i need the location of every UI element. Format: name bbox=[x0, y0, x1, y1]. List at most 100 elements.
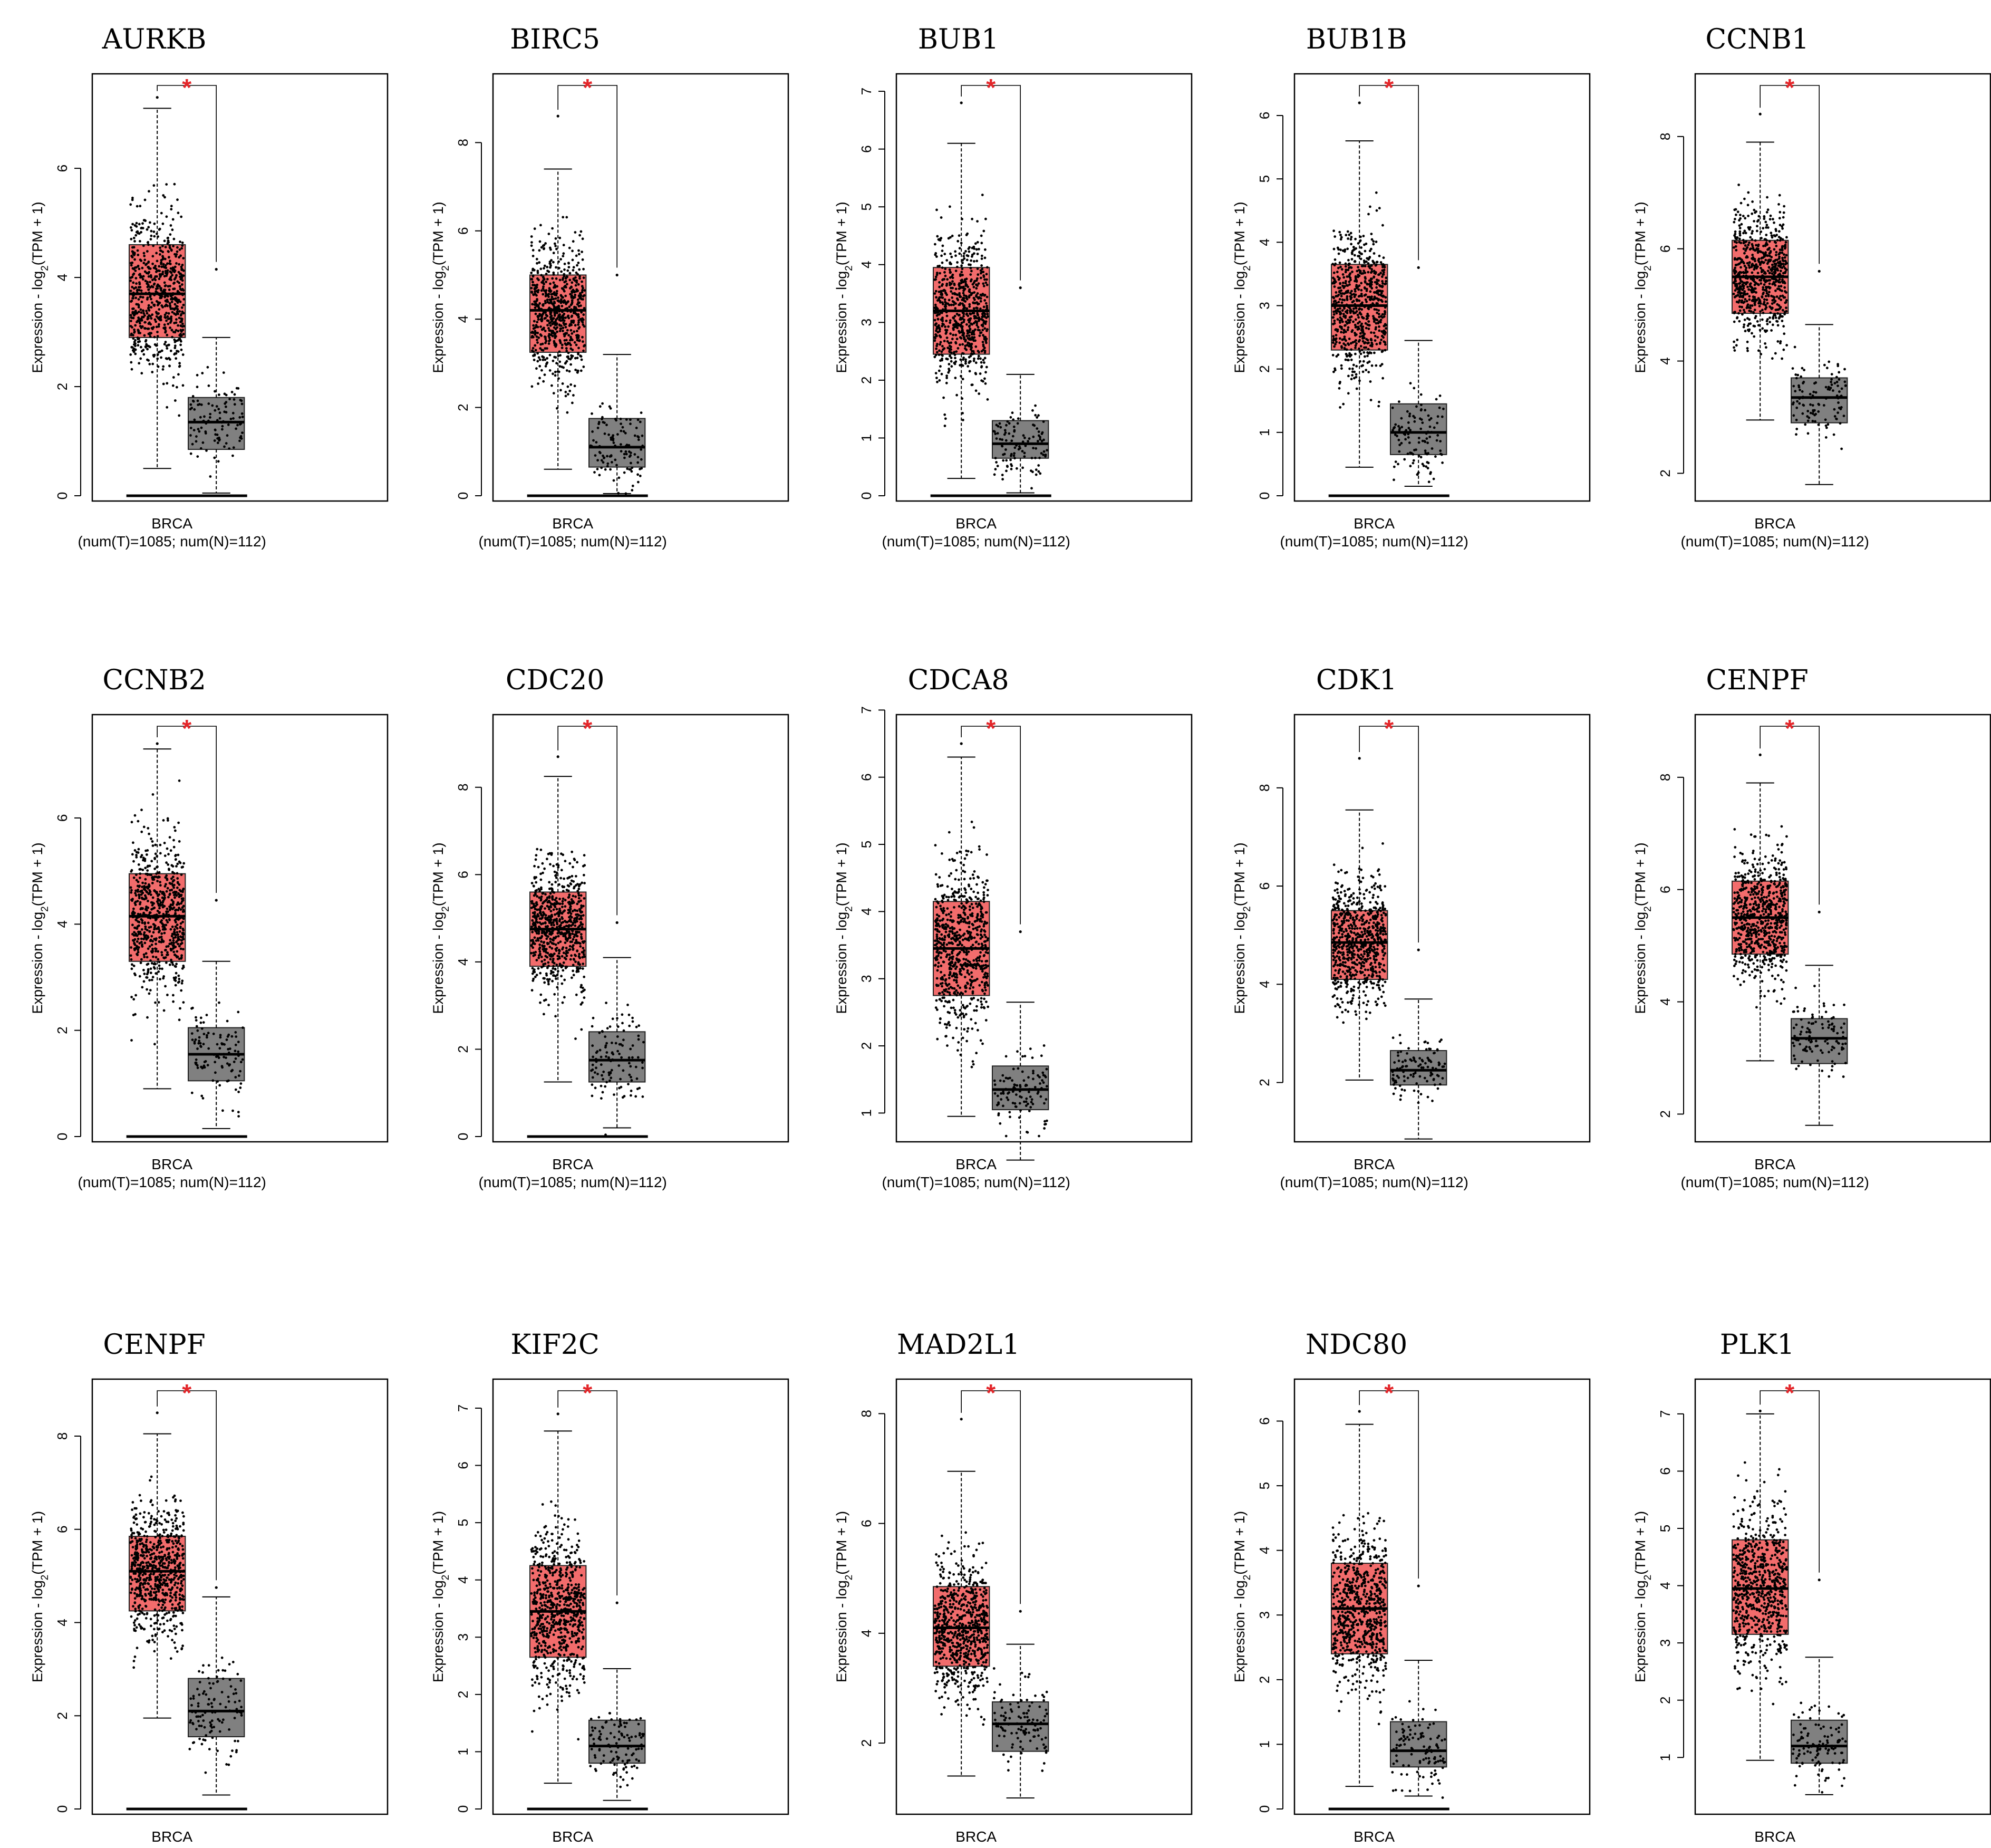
chart-title: NDC80 bbox=[1306, 1329, 1407, 1361]
box bbox=[1791, 1018, 1848, 1064]
data-points bbox=[129, 742, 186, 1046]
plot-frame bbox=[1694, 1378, 1991, 1815]
sample-size-label: (num(T)=1085; num(N)=112) bbox=[882, 1174, 1070, 1190]
normal-group bbox=[1791, 270, 1848, 485]
y-tick-label: 4 bbox=[858, 908, 874, 915]
y-tick-label: 5 bbox=[1257, 175, 1272, 182]
significance-star: * bbox=[583, 1379, 592, 1407]
data-points bbox=[1732, 112, 1789, 360]
normal-group bbox=[1791, 1578, 1848, 1795]
y-tick-label: 0 bbox=[54, 1805, 70, 1813]
significance-bracket bbox=[557, 1390, 617, 1596]
significance-bracket bbox=[1760, 85, 1820, 264]
chart-panel-cdk1: CDK1 2 4 6 8 Expression - log2(TPM + 1) BRCA (n… bbox=[1232, 665, 1591, 1190]
chart-title: BUB1B bbox=[1306, 24, 1407, 55]
y-tick-label: 4 bbox=[455, 1576, 471, 1583]
normal-group bbox=[989, 286, 1051, 497]
significance-bracket bbox=[157, 1390, 217, 1581]
data-points bbox=[933, 1418, 989, 1726]
chart-title: BUB1 bbox=[918, 24, 999, 55]
y-tick-label: 2 bbox=[1657, 469, 1673, 477]
tumor-group bbox=[126, 1411, 188, 1811]
normal-group bbox=[185, 899, 247, 1138]
y-tick-label: 4 bbox=[54, 920, 70, 928]
y-tick-label: 8 bbox=[1257, 784, 1272, 792]
y-tick-label: 6 bbox=[54, 814, 70, 822]
tumor-group bbox=[1732, 112, 1789, 421]
tumor-group bbox=[1732, 753, 1789, 1062]
x-axis-label: BRCA bbox=[151, 1156, 192, 1172]
data-points bbox=[1391, 1584, 1446, 1799]
y-tick-label: 4 bbox=[455, 315, 471, 323]
y-tick-label: 3 bbox=[858, 319, 874, 326]
chart-title: CENPF bbox=[103, 1329, 205, 1361]
tumor-group bbox=[126, 96, 188, 497]
y-tick-label: 5 bbox=[858, 841, 874, 848]
sample-size-label: (num(T)=1085; num(N)=112) bbox=[1280, 1174, 1468, 1190]
data-points bbox=[1732, 753, 1788, 1009]
y-tick-label: 3 bbox=[1657, 1639, 1673, 1647]
normal-group bbox=[1791, 910, 1848, 1126]
y-tick-label: 4 bbox=[1257, 980, 1272, 988]
y-tick-label: 4 bbox=[858, 1630, 874, 1637]
significance-star: * bbox=[583, 715, 592, 742]
tumor-group bbox=[933, 1418, 990, 1777]
normal-group bbox=[1390, 948, 1447, 1140]
chart-panel-cenpf: CENPF 0 2 4 6 8 Expression - log2(TPM + 1) BRCA… bbox=[30, 1329, 389, 1845]
y-tick-label: 2 bbox=[1257, 1079, 1272, 1086]
y-tick-label: 8 bbox=[1657, 133, 1673, 140]
y-tick-label: 6 bbox=[858, 145, 874, 152]
y-tick-label: 6 bbox=[54, 1526, 70, 1533]
x-axis-label: BRCA bbox=[955, 1156, 997, 1172]
significance-star: * bbox=[986, 715, 996, 742]
chart-title: CDC20 bbox=[506, 665, 604, 696]
significance-bracket bbox=[557, 726, 617, 916]
normal-group bbox=[1387, 1584, 1449, 1811]
y-tick-label: 1 bbox=[858, 434, 874, 441]
plot-frame bbox=[1293, 73, 1591, 502]
x-axis-label: BRCA bbox=[1354, 1828, 1395, 1845]
chart-panel-ccnb2: CCNB2 0 2 4 6 Expression - log2(TPM + 1) BRCA (… bbox=[30, 665, 389, 1190]
chart-title: MAD2L1 bbox=[897, 1329, 1020, 1361]
chart-panel-cdca8: CDCA8 1 2 3 4 5 6 7 Expression - log2(TPM + 1) BR… bbox=[834, 665, 1193, 1190]
y-tick-label: 4 bbox=[1657, 1582, 1673, 1589]
y-tick-label: 1 bbox=[1257, 1740, 1272, 1748]
y-tick-label: 2 bbox=[54, 1026, 70, 1034]
normal-group bbox=[185, 268, 247, 497]
plot-frame bbox=[895, 1378, 1193, 1815]
sample-size-label: (num(T)=1085; num(N)=112) bbox=[1680, 533, 1869, 550]
y-tick-label: 2 bbox=[858, 1042, 874, 1050]
chart-title: CDK1 bbox=[1316, 665, 1397, 696]
sample-size-label: (num(T)=1085; num(N)=112) bbox=[78, 1174, 266, 1190]
chart-title: AURKB bbox=[102, 24, 207, 55]
y-tick-label: 6 bbox=[1657, 886, 1673, 893]
y-axis-label: Expression - log2(TPM + 1) bbox=[1632, 202, 1654, 373]
y-tick-label: 6 bbox=[1257, 1417, 1272, 1424]
y-tick-label: 6 bbox=[858, 773, 874, 781]
y-tick-label: 7 bbox=[858, 706, 874, 714]
significance-bracket bbox=[157, 726, 217, 893]
x-axis-label: BRCA bbox=[1354, 1156, 1395, 1172]
tumor-group bbox=[933, 742, 990, 1117]
y-axis-label: Expression - log2(TPM + 1) bbox=[1232, 843, 1253, 1014]
y-tick-label: 6 bbox=[1657, 245, 1673, 252]
x-axis-label: BRCA bbox=[1354, 515, 1395, 532]
y-tick-label: 5 bbox=[1257, 1482, 1272, 1489]
y-tick-label: 5 bbox=[455, 1519, 471, 1526]
data-points bbox=[992, 286, 1048, 490]
y-tick-label: 8 bbox=[858, 1410, 874, 1417]
y-tick-label: 6 bbox=[455, 871, 471, 878]
significance-star: * bbox=[583, 74, 592, 101]
plot-frame bbox=[91, 714, 389, 1143]
y-tick-label: 4 bbox=[1257, 1546, 1272, 1554]
chart-panel-kif2c: KIF2C 0 1 2 3 4 5 6 7 Expression - log2(TPM + 1) B… bbox=[430, 1329, 789, 1845]
chart-panel-cenpf: CENPF 2 4 6 8 Expression - log2(TPM + 1) BRCA (… bbox=[1632, 665, 1991, 1190]
chart-panel-bub1b: BUB1B 0 1 2 3 4 5 6 Expression - log2(TPM + 1) BR… bbox=[1232, 24, 1591, 550]
y-tick-label: 0 bbox=[455, 492, 471, 499]
x-axis-label: BRCA bbox=[552, 515, 593, 532]
data-points bbox=[934, 742, 990, 1069]
normal-group bbox=[1387, 266, 1449, 497]
chart-panel-aurkb: AURKB 0 2 4 6 Expression - log2(TPM + 1) BRCA(… bbox=[30, 24, 389, 550]
y-axis-label: Expression - log2(TPM + 1) bbox=[430, 1511, 451, 1682]
y-tick-label: 6 bbox=[1257, 882, 1272, 890]
